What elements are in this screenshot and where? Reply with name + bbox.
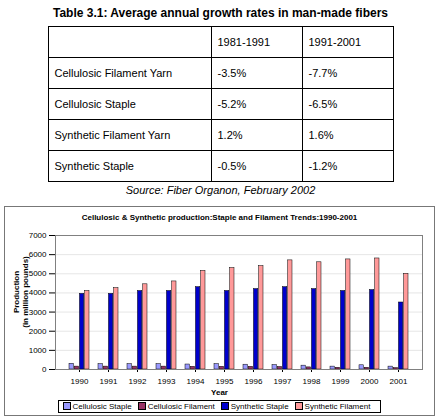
svg-text:1995: 1995 [216, 377, 234, 386]
svg-text:5000: 5000 [29, 269, 47, 278]
html-text:1.2%: 1.2% [217, 129, 243, 141]
html-text:Cellulosic Staple: Cellulosic Staple [54, 98, 136, 110]
html-text:-0.5%: -0.5% [217, 160, 247, 172]
svg-text:1990: 1990 [71, 377, 89, 386]
html-text:Production: Production [12, 270, 21, 314]
svg-text:2001: 2001 [390, 377, 408, 386]
html-text:-5.2%: -5.2% [217, 98, 247, 110]
html-text:Table 3.1: Average annual grow: Table 3.1: Average annual growth rates i… [53, 6, 388, 20]
html-text:Synthetic Staple: Synthetic Staple [230, 402, 289, 411]
html-text:-7.7%: -7.7% [308, 67, 338, 79]
svg-text:0: 0 [42, 365, 47, 374]
html-text:-1.2%: -1.2% [308, 160, 338, 172]
html-text:Cellulosic Filament: Cellulosic Filament [147, 402, 215, 411]
svg-text:1993: 1993 [158, 377, 176, 386]
svg-text:3000: 3000 [29, 308, 47, 317]
html-text:Synthetic Filament: Synthetic Filament [304, 402, 371, 411]
html-text:1981-1991: 1981-1991 [217, 36, 271, 48]
html-text:Cellulosic Staple: Cellulosic Staple [72, 402, 132, 411]
html-text:Source: Fiber Organon, Februar: Source: Fiber Organon, February 2002 [125, 184, 316, 196]
html-text:1991-2001: 1991-2001 [308, 36, 362, 48]
html-text:Synthetic Filament Yarn: Synthetic Filament Yarn [54, 129, 171, 141]
svg-text:1994: 1994 [187, 377, 205, 386]
html-text:-3.5%: -3.5% [217, 67, 247, 79]
html-text:Year: Year [211, 388, 228, 397]
svg-text:1991: 1991 [100, 377, 118, 386]
svg-text:4000: 4000 [29, 288, 47, 297]
svg-text:7000: 7000 [29, 231, 47, 240]
html-text:-6.5%: -6.5% [308, 98, 338, 110]
svg-text:1000: 1000 [29, 346, 47, 355]
html-text:Synthetic Staple: Synthetic Staple [54, 160, 134, 172]
html-text:Cellulosic Filament Yarn: Cellulosic Filament Yarn [54, 67, 173, 79]
html-text:Cellulosic & Synthetic product: Cellulosic & Synthetic production:Staple… [81, 213, 358, 222]
svg-text:2000: 2000 [361, 377, 379, 386]
svg-text:1997: 1997 [274, 377, 292, 386]
svg-text:1992: 1992 [129, 377, 147, 386]
html-text:(in million pounds): (in million pounds) [21, 256, 30, 328]
svg-text:1998: 1998 [303, 377, 321, 386]
html-text:1.6%: 1.6% [308, 129, 334, 141]
svg-text:1999: 1999 [332, 377, 350, 386]
svg-text:6000: 6000 [29, 250, 47, 259]
svg-text:1996: 1996 [245, 377, 263, 386]
svg-text:2000: 2000 [29, 327, 47, 336]
